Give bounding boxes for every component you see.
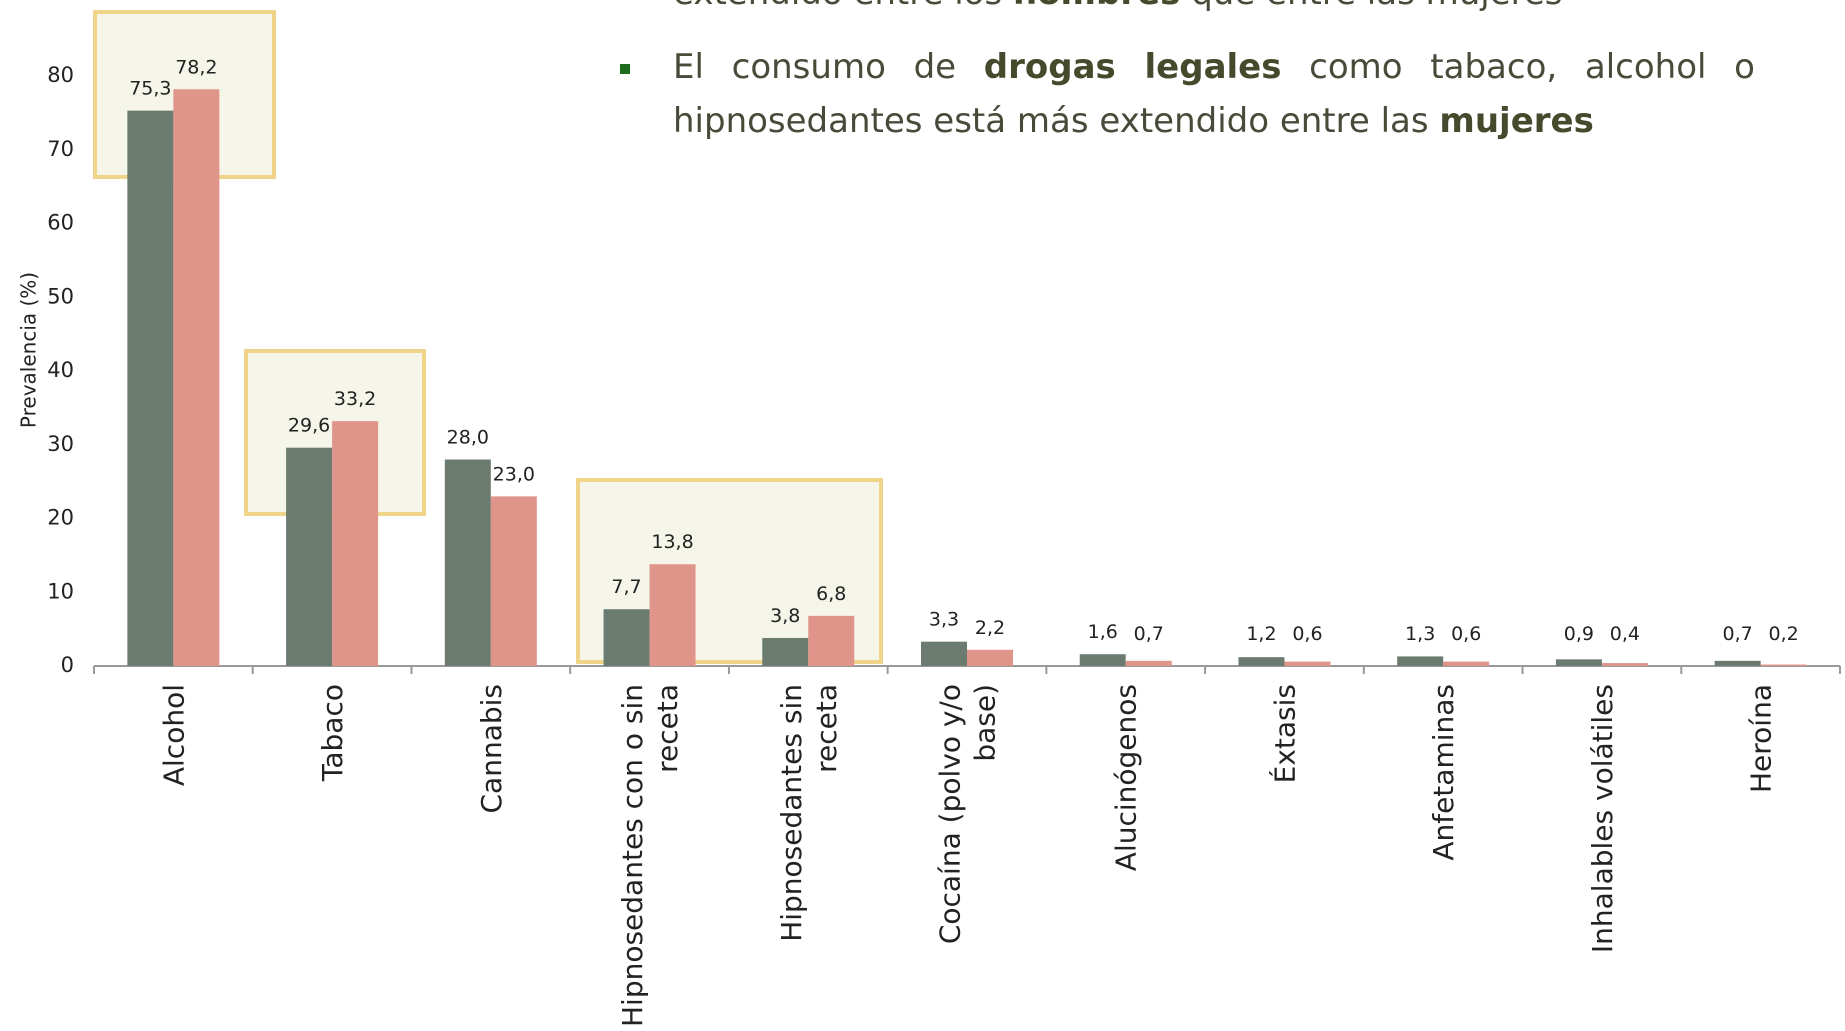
bullet-text: El consumo de	[673, 47, 984, 87]
bar	[1125, 660, 1172, 666]
bar	[286, 447, 333, 666]
value-label: 33,2	[334, 388, 376, 410]
bullet-list: extendido entre los hombres que entre la…	[620, 0, 1755, 168]
bar	[1397, 656, 1444, 666]
bar	[173, 89, 220, 666]
x-tick-label-line: Éxtasis	[1267, 684, 1301, 783]
bar	[1760, 664, 1807, 666]
value-label: 23,0	[493, 463, 535, 485]
highlight-boxes	[93, 10, 883, 664]
x-tick-label: Alcohol	[157, 684, 190, 786]
value-label: 0,4	[1610, 623, 1640, 645]
x-tick-label-line: Alcohol	[157, 684, 190, 786]
x-tick-label: Anfetaminas	[1427, 684, 1460, 861]
y-tick-label: 10	[47, 579, 74, 603]
bullet-marker	[620, 64, 630, 74]
value-label: 1,3	[1405, 623, 1435, 645]
x-tick-label-line: Cannabis	[475, 684, 508, 814]
bar	[603, 609, 650, 666]
x-tick-label: Inhalables volátiles	[1586, 684, 1619, 953]
x-tick-label: Cannabis	[475, 684, 508, 814]
value-label: 2,2	[975, 617, 1005, 639]
value-label: 0,9	[1564, 623, 1594, 645]
x-tick-label: Tabaco	[316, 684, 349, 782]
x-tick-label-line: receta	[651, 684, 684, 773]
value-label: 6,8	[816, 583, 846, 605]
bar	[127, 110, 174, 667]
value-label: 1,2	[1246, 623, 1276, 645]
bar	[808, 615, 855, 666]
bar	[1443, 661, 1490, 666]
x-tick-label-line: Heroína	[1745, 684, 1778, 793]
bar	[490, 496, 537, 666]
value-label: 7,7	[611, 576, 641, 598]
bullet-bold-text: mujeres	[1439, 101, 1594, 141]
bar	[1601, 663, 1648, 666]
bar	[1284, 661, 1331, 666]
bar	[762, 637, 809, 666]
value-label: 1,6	[1088, 621, 1118, 643]
value-label: 29,6	[288, 415, 330, 437]
y-axis-title: Prevalencia (%)	[17, 272, 41, 428]
value-label: 0,2	[1769, 623, 1799, 645]
y-tick-label: 40	[47, 358, 74, 382]
value-label: 0,6	[1292, 623, 1322, 645]
bullet-text: que entre las mujeres	[1180, 0, 1562, 13]
y-tick-label: 70	[47, 137, 74, 161]
bar	[1079, 654, 1126, 666]
y-tick-label: 80	[47, 63, 74, 87]
bar	[649, 564, 696, 666]
value-label: 13,8	[651, 531, 693, 553]
x-tick-label-line: Hipnosedantes con o sin	[616, 684, 649, 1027]
x-tick-label-line: Inhalables volátiles	[1586, 684, 1619, 953]
value-label: 28,0	[447, 427, 489, 449]
x-tick-label: Alucinógenos	[1110, 684, 1143, 871]
value-label: 0,6	[1451, 623, 1481, 645]
x-tick-label: Éxtasis	[1267, 684, 1301, 783]
value-label: 3,3	[929, 609, 959, 631]
bar	[967, 649, 1013, 666]
y-tick-label: 30	[47, 432, 74, 456]
bullet-bold-text: drogas legales	[983, 47, 1282, 87]
x-tick-label-line: Alucinógenos	[1110, 684, 1143, 871]
y-tick-label: 50	[47, 284, 74, 308]
value-label: 0,7	[1134, 623, 1164, 645]
value-label: 0,7	[1723, 623, 1753, 645]
bar	[332, 421, 379, 666]
bar	[1714, 660, 1761, 666]
bar	[444, 459, 491, 666]
x-tick-label: Cocaína (polvo y/obase)	[934, 684, 1002, 944]
x-tick-label-line: Cocaína (polvo y/o	[934, 684, 967, 944]
y-tick-label: 20	[47, 506, 74, 530]
bullet: El consumo de drogas legales como tabaco…	[620, 40, 1755, 148]
x-tick-label: Hipnosedantes con o sinreceta	[616, 684, 684, 1027]
x-tick-label-line: receta	[810, 684, 843, 773]
value-label: 78,2	[175, 56, 217, 78]
y-tick-label: 60	[47, 211, 74, 235]
y-tick-label: 0	[61, 653, 74, 677]
value-label: 3,8	[770, 605, 800, 627]
bullet-text: extendido entre los	[673, 0, 1013, 13]
x-tick-label-line: Hipnosedantes sin	[775, 684, 808, 942]
bar	[921, 641, 967, 666]
bar	[1555, 659, 1602, 666]
bar	[1238, 657, 1285, 666]
bullet: extendido entre los hombres que entre la…	[620, 0, 1755, 20]
bullet-bold-text: hombres	[1013, 0, 1180, 13]
x-tick-label: Heroína	[1745, 684, 1778, 793]
x-tick-label-line: Tabaco	[316, 684, 349, 782]
x-tick-label-line: Anfetaminas	[1427, 684, 1460, 861]
value-label: 75,3	[129, 78, 171, 100]
x-tick-label-line: base)	[969, 684, 1002, 762]
x-tick-label: Hipnosedantes sinreceta	[775, 684, 843, 942]
bullet-text: como tabaco, alcohol o hipnosedantes est…	[673, 47, 1755, 141]
